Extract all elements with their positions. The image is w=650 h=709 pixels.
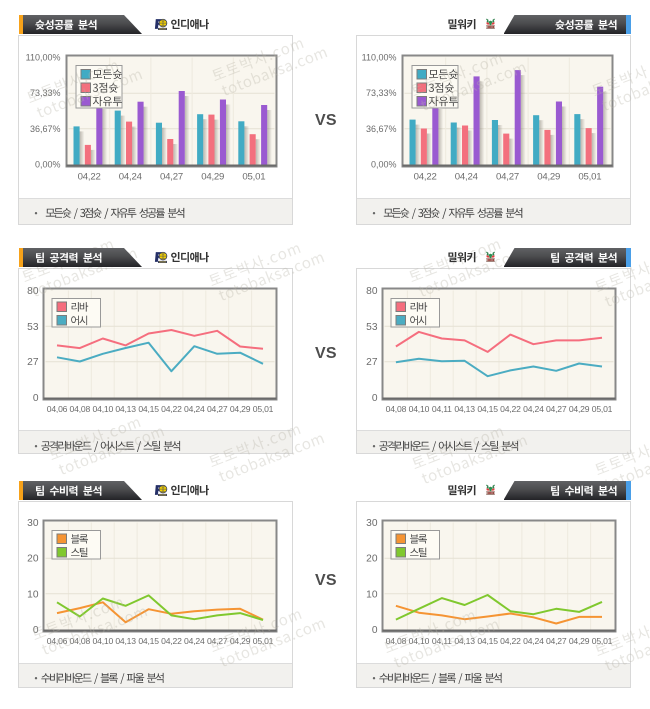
svg-text:0: 0	[372, 625, 378, 636]
svg-text:04,22: 04,22	[161, 404, 182, 414]
svg-text:73,33%: 73,33%	[366, 88, 397, 98]
svg-text:04,22: 04,22	[500, 404, 521, 414]
svg-text:36,67%: 36,67%	[366, 124, 397, 134]
svg-text:36,67%: 36,67%	[30, 124, 61, 134]
svg-text:04,13: 04,13	[454, 636, 475, 646]
svg-text:10: 10	[27, 589, 39, 600]
svg-text:04,29: 04,29	[230, 404, 251, 414]
svg-text:04,13: 04,13	[115, 636, 136, 646]
svg-text:80: 80	[366, 286, 378, 297]
svg-text:04,29: 04,29	[230, 636, 251, 646]
svg-text:04,15: 04,15	[138, 636, 159, 646]
svg-text:04,15: 04,15	[477, 636, 498, 646]
svg-text:04,15: 04,15	[138, 404, 159, 414]
svg-text:04,24: 04,24	[523, 404, 544, 414]
svg-text:04,22: 04,22	[414, 172, 437, 183]
svg-text:20: 20	[27, 554, 39, 565]
svg-text:04,08: 04,08	[386, 636, 407, 646]
svg-text:05,01: 05,01	[253, 636, 274, 646]
svg-text:04,24: 04,24	[455, 172, 479, 183]
svg-text:30: 30	[27, 518, 39, 529]
svg-text:04,29: 04,29	[201, 172, 224, 183]
svg-text:04,27: 04,27	[546, 636, 567, 646]
svg-text:27: 27	[27, 357, 39, 368]
svg-text:05,01: 05,01	[578, 172, 601, 183]
svg-text:05,01: 05,01	[592, 404, 613, 414]
svg-text:80: 80	[27, 286, 39, 297]
svg-text:04,29: 04,29	[537, 172, 560, 183]
svg-text:04,10: 04,10	[93, 404, 114, 414]
svg-text:04,13: 04,13	[115, 404, 136, 414]
svg-text:53: 53	[366, 322, 378, 333]
svg-text:04,08: 04,08	[386, 404, 407, 414]
svg-text:04,08: 04,08	[70, 636, 91, 646]
svg-text:04,27: 04,27	[160, 172, 183, 183]
svg-text:05,01: 05,01	[253, 404, 274, 414]
svg-text:110,00%: 110,00%	[26, 53, 61, 63]
svg-text:04,22: 04,22	[161, 636, 182, 646]
svg-text:04,13: 04,13	[454, 404, 475, 414]
svg-text:10: 10	[366, 589, 378, 600]
svg-text:04,27: 04,27	[546, 404, 567, 414]
svg-text:30: 30	[366, 518, 378, 529]
svg-text:05,01: 05,01	[242, 172, 265, 183]
svg-text:04,24: 04,24	[184, 636, 205, 646]
svg-text:04,27: 04,27	[496, 172, 519, 183]
svg-text:110,00%: 110,00%	[362, 53, 397, 63]
svg-text:04,24: 04,24	[184, 404, 205, 414]
svg-text:04,24: 04,24	[523, 636, 544, 646]
svg-text:04,22: 04,22	[500, 636, 521, 646]
svg-text:04,24: 04,24	[119, 172, 143, 183]
svg-text:04,06: 04,06	[47, 636, 68, 646]
svg-text:0,00%: 0,00%	[35, 160, 61, 170]
svg-text:04,27: 04,27	[207, 636, 228, 646]
svg-text:20: 20	[366, 554, 378, 565]
svg-text:05,01: 05,01	[592, 636, 613, 646]
svg-text:04,11: 04,11	[432, 404, 452, 414]
svg-text:0: 0	[33, 393, 39, 404]
svg-text:73,33%: 73,33%	[30, 88, 61, 98]
svg-text:53: 53	[27, 322, 39, 333]
svg-text:04,29: 04,29	[569, 404, 590, 414]
svg-text:04,22: 04,22	[78, 172, 101, 183]
svg-text:04,15: 04,15	[477, 404, 498, 414]
svg-text:0: 0	[33, 625, 39, 636]
svg-text:04,10: 04,10	[409, 404, 430, 414]
svg-text:27: 27	[366, 357, 378, 368]
svg-text:04,10: 04,10	[409, 636, 430, 646]
svg-text:04,06: 04,06	[47, 404, 68, 414]
svg-text:04,10: 04,10	[93, 636, 114, 646]
svg-text:0,00%: 0,00%	[371, 160, 397, 170]
svg-text:0: 0	[372, 393, 378, 404]
svg-text:04,27: 04,27	[207, 404, 228, 414]
svg-text:04,29: 04,29	[569, 636, 590, 646]
svg-text:04,08: 04,08	[70, 404, 91, 414]
